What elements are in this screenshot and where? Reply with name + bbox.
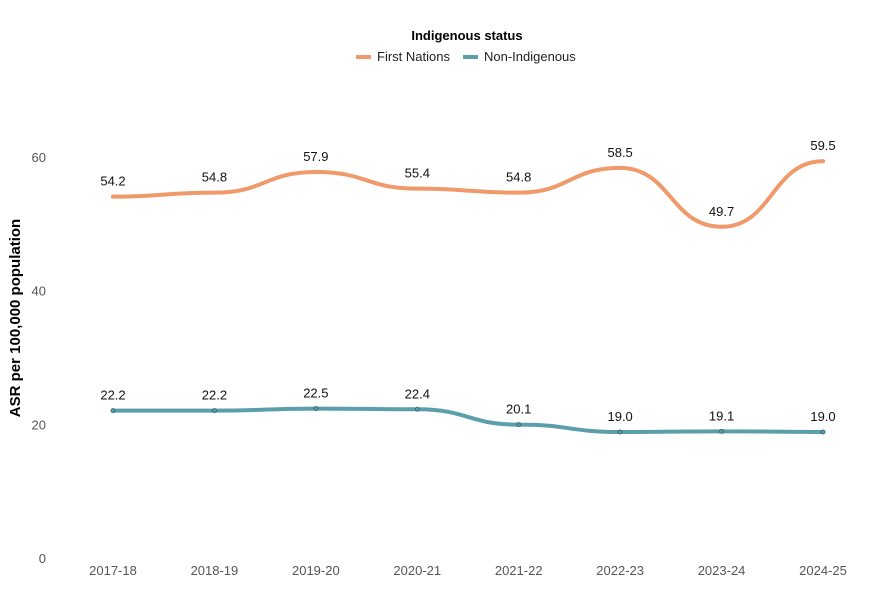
series-group xyxy=(110,159,826,435)
data-label-first-nations: 58.5 xyxy=(607,145,632,160)
legend-item-first-nations[interactable]: First Nations xyxy=(356,49,450,64)
data-point-non-indigenous[interactable] xyxy=(110,408,116,414)
legend: Indigenous status First Nations Non-Indi… xyxy=(356,28,576,64)
x-tick-label: 2019-20 xyxy=(292,563,340,578)
data-label-first-nations: 49.7 xyxy=(709,204,734,219)
data-label-non-indigenous: 22.2 xyxy=(100,388,125,403)
data-point-non-indigenous[interactable] xyxy=(617,429,623,435)
data-label-first-nations: 57.9 xyxy=(303,149,328,164)
data-point-non-indigenous[interactable] xyxy=(516,422,522,428)
data-point-non-indigenous[interactable] xyxy=(211,408,217,414)
y-tick-label: 0 xyxy=(39,551,46,566)
data-label-first-nations: 55.4 xyxy=(405,166,430,181)
data-labels: 54.2 54.8 57.9 55.4 54.8 58.5 49.7 59.5 22.2 22.2… xyxy=(100,138,835,424)
data-label-first-nations: 54.2 xyxy=(100,174,125,189)
data-label-non-indigenous: 19.1 xyxy=(709,408,734,423)
y-tick-label: 40 xyxy=(32,284,46,299)
legend-item-non-indigenous[interactable]: Non-Indigenous xyxy=(463,49,576,64)
legend-label-first-nations: First Nations xyxy=(377,49,450,64)
y-axis-ticks: 0 20 40 60 xyxy=(32,150,46,566)
data-point-first-nations[interactable] xyxy=(313,169,318,174)
data-point-non-indigenous[interactable] xyxy=(313,406,319,412)
data-label-non-indigenous: 20.1 xyxy=(506,402,531,417)
data-label-first-nations: 54.8 xyxy=(506,170,531,185)
x-axis-ticks: 2017-18 2018-19 2019-20 2020-21 2021-22 2022-… xyxy=(89,563,847,578)
data-label-non-indigenous: 22.2 xyxy=(202,388,227,403)
y-axis-label: ASR per 100,000 population xyxy=(7,219,24,417)
data-point-non-indigenous[interactable] xyxy=(414,406,420,412)
data-label-non-indigenous: 22.4 xyxy=(405,386,430,401)
data-point-non-indigenous[interactable] xyxy=(719,428,725,434)
data-point-first-nations[interactable] xyxy=(618,165,623,170)
data-point-first-nations[interactable] xyxy=(719,224,724,229)
y-tick-label: 60 xyxy=(32,150,46,165)
data-label-first-nations: 59.5 xyxy=(810,138,835,153)
x-tick-label: 2017-18 xyxy=(89,563,137,578)
legend-label-non-indigenous: Non-Indigenous xyxy=(484,49,576,64)
y-tick-label: 20 xyxy=(32,417,46,432)
data-label-non-indigenous: 22.5 xyxy=(303,386,328,401)
x-tick-label: 2018-19 xyxy=(191,563,239,578)
data-point-first-nations[interactable] xyxy=(415,186,420,191)
data-point-non-indigenous[interactable] xyxy=(820,429,826,435)
legend-title: Indigenous status xyxy=(411,28,522,43)
data-point-first-nations[interactable] xyxy=(821,159,825,164)
x-tick-label: 2021-22 xyxy=(495,563,543,578)
data-label-first-nations: 54.8 xyxy=(202,170,227,185)
data-label-non-indigenous: 19.0 xyxy=(810,409,835,424)
data-point-first-nations[interactable] xyxy=(111,194,115,199)
x-tick-label: 2023-24 xyxy=(698,563,746,578)
series-line-non-indigenous xyxy=(111,406,825,434)
x-tick-label: 2022-23 xyxy=(596,563,644,578)
x-tick-label: 2024-25 xyxy=(799,563,847,578)
data-point-first-nations[interactable] xyxy=(516,190,521,195)
data-label-non-indigenous: 19.0 xyxy=(607,409,632,424)
x-tick-label: 2020-21 xyxy=(393,563,441,578)
data-point-first-nations[interactable] xyxy=(212,190,217,195)
